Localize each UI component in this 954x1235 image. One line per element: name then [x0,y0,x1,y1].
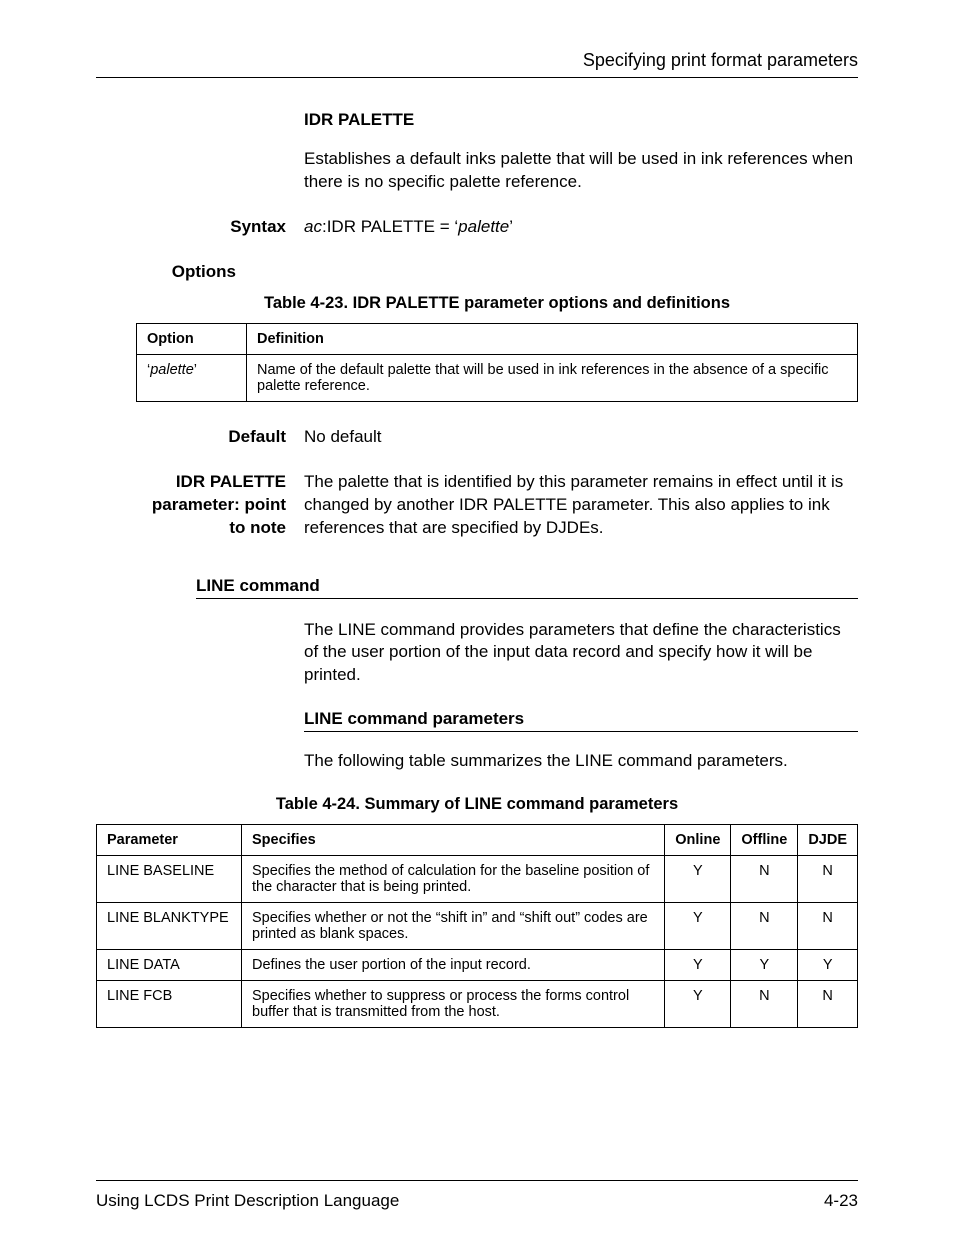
table-4-24-caption: Table 4-24. Summary of LINE command para… [96,795,858,814]
th-specifies: Specifies [242,825,665,856]
table-4-23-caption: Table 4-23. IDR PALETTE parameter option… [136,294,858,313]
td-offline: N [731,856,798,903]
syntax-value: ac:IDR PALETTE = ‘palette’ [304,216,858,239]
th-definition: Definition [247,323,858,354]
line-params-table: Parameter Specifies Online Offline DJDE … [96,824,858,1028]
td-online: Y [665,950,731,981]
td-option: ‘palette’ [137,354,247,401]
td-parameter: LINE BASELINE [97,856,242,903]
note-label-l3: to note [96,517,286,540]
line-command-heading: LINE command [196,576,858,599]
td-parameter: LINE FCB [97,981,242,1028]
table-header-row: Option Definition [137,323,858,354]
table-row: ‘palette’ Name of the default palette th… [137,354,858,401]
table-row: LINE FCB Specifies whether to suppress o… [97,981,858,1028]
td-specifies: Specifies whether or not the “shift in” … [242,903,665,950]
options-label: Options [96,261,236,284]
line-params-intro: The following table summarizes the LINE … [304,750,858,773]
th-parameter: Parameter [97,825,242,856]
note-label-l2: parameter: point [96,494,286,517]
table-header-row: Parameter Specifies Online Offline DJDE [97,825,858,856]
opt-palette: palette [150,362,194,378]
td-parameter: LINE BLANKTYPE [97,903,242,950]
td-djde: N [798,981,858,1028]
default-value: No default [304,426,858,449]
th-option: Option [137,323,247,354]
syntax-label: Syntax [96,216,286,239]
td-online: Y [665,903,731,950]
syntax-palette: palette [458,217,509,236]
default-label: Default [96,426,286,449]
idr-options-table: Option Definition ‘palette’ Name of the … [136,323,858,402]
line-params-heading: LINE command parameters [304,709,858,732]
page-footer: Using LCDS Print Description Language 4-… [96,1180,858,1211]
td-specifies: Specifies the method of calculation for … [242,856,665,903]
table-row: LINE BASELINE Specifies the method of ca… [97,856,858,903]
th-online: Online [665,825,731,856]
th-djde: DJDE [798,825,858,856]
td-online: Y [665,856,731,903]
note-label-l1: IDR PALETTE [96,471,286,494]
footer-right: 4-23 [824,1191,858,1211]
td-parameter: LINE DATA [97,950,242,981]
idr-note-text: The palette that is identified by this p… [304,471,858,540]
opt-q2: ’ [194,362,197,378]
table-row: LINE DATA Defines the user portion of th… [97,950,858,981]
td-offline: Y [731,950,798,981]
header-title: Specifying print format parameters [583,50,858,70]
th-offline: Offline [731,825,798,856]
td-definition: Name of the default palette that will be… [247,354,858,401]
idr-description: Establishes a default inks palette that … [304,148,858,194]
syntax-text2: ’ [509,217,513,236]
td-djde: N [798,903,858,950]
td-specifies: Specifies whether to suppress or process… [242,981,665,1028]
footer-left: Using LCDS Print Description Language [96,1191,399,1211]
idr-note-label: IDR PALETTE parameter: point to note [96,471,286,540]
line-command-desc: The LINE command provides parameters tha… [304,619,858,688]
syntax-text1: :IDR PALETTE = ‘ [322,217,458,236]
td-online: Y [665,981,731,1028]
syntax-ac: ac [304,217,322,236]
td-offline: N [731,981,798,1028]
td-specifies: Defines the user portion of the input re… [242,950,665,981]
td-djde: Y [798,950,858,981]
td-offline: N [731,903,798,950]
idr-palette-heading: IDR PALETTE [304,110,858,130]
table-row: LINE BLANKTYPE Specifies whether or not … [97,903,858,950]
page-header: Specifying print format parameters [96,50,858,78]
td-djde: N [798,856,858,903]
